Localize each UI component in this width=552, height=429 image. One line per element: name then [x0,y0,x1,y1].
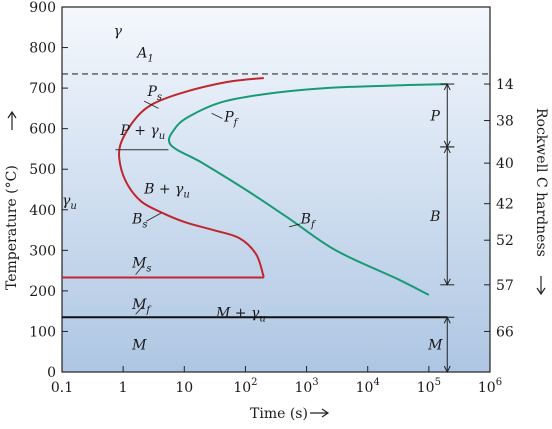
x-tick-label: 1 [119,380,128,396]
hardness-bar-label-B: B [429,209,440,225]
y-tick-label: 800 [29,41,56,57]
y-tick-label: 100 [29,324,56,340]
x-tick-label: 105 [417,377,441,396]
hardness-arrow-up [443,145,451,154]
annotation-pu: P + γu [119,123,165,142]
y2-axis-arrow-icon [536,276,546,296]
leader-line [289,223,301,228]
y-tick-label: 300 [29,243,56,259]
hardness-tick-label: 52 [496,233,514,249]
leader-line [135,306,144,315]
annotation-a: A1 [135,46,154,65]
x-axis-title: Time (s) [250,406,308,422]
hardness-tick-label: 66 [496,324,514,340]
annotation-: γ [114,23,123,39]
annotation-pf: Pf [223,109,239,128]
annotation-bu: B + γu [143,182,190,201]
annotation-mf: Mf [131,297,152,316]
y-axis-title: Temperature (°C) [4,165,20,290]
y-tick-label: 500 [29,162,56,178]
hardness-tick-label: 14 [496,77,514,93]
annotation-ms: Ms [131,255,151,274]
annotation-ps: Ps [146,84,162,103]
y-tick-label: 700 [29,81,56,97]
series-line-start [118,77,265,278]
y-axis-arrow-icon [7,110,17,130]
y-tick-label: 900 [29,0,56,16]
hardness-arrow-down [443,278,451,286]
hardness-bar-label-P: P [430,108,441,124]
leader-line [135,265,144,275]
x-axis-arrow-icon [310,408,330,418]
hardness-tick-label: 42 [496,197,514,213]
y-tick-label: 400 [29,203,56,219]
x-tick-label: 103 [294,377,318,396]
annotation-u: γu [62,193,77,212]
x-tick-label: 102 [233,377,257,396]
annotation-m: M [131,338,147,354]
annotation-bs: Bs [131,212,147,231]
leader-line [146,212,162,222]
x-tick-label: 10 [175,380,193,396]
series-line-finish [167,83,448,296]
annotation-bf: Bf [300,212,317,231]
hardness-bar-label-M: M [427,338,443,354]
y-tick-label: 600 [29,122,56,138]
hardness-arrow-down [443,365,451,374]
hardness-arrow-up [443,316,451,324]
x-tick-label: 104 [356,377,380,396]
y-tick-label: 200 [29,284,56,300]
plot-area [61,6,491,373]
hardness-tick-label: 57 [496,278,514,294]
y2-axis-title: Rockwell C hardness [533,108,549,257]
annotation-mu: M + γu [215,305,266,324]
hardness-tick-label: 38 [496,114,514,130]
leader-line [211,112,223,119]
hardness-tick-label: 40 [496,156,514,172]
hardness-arrow-up [443,82,451,91]
y-tick-label: 0 [47,365,56,381]
leader-line [143,100,159,109]
x-tick-label: 0.1 [51,380,73,396]
x-tick-label: 106 [478,377,502,396]
